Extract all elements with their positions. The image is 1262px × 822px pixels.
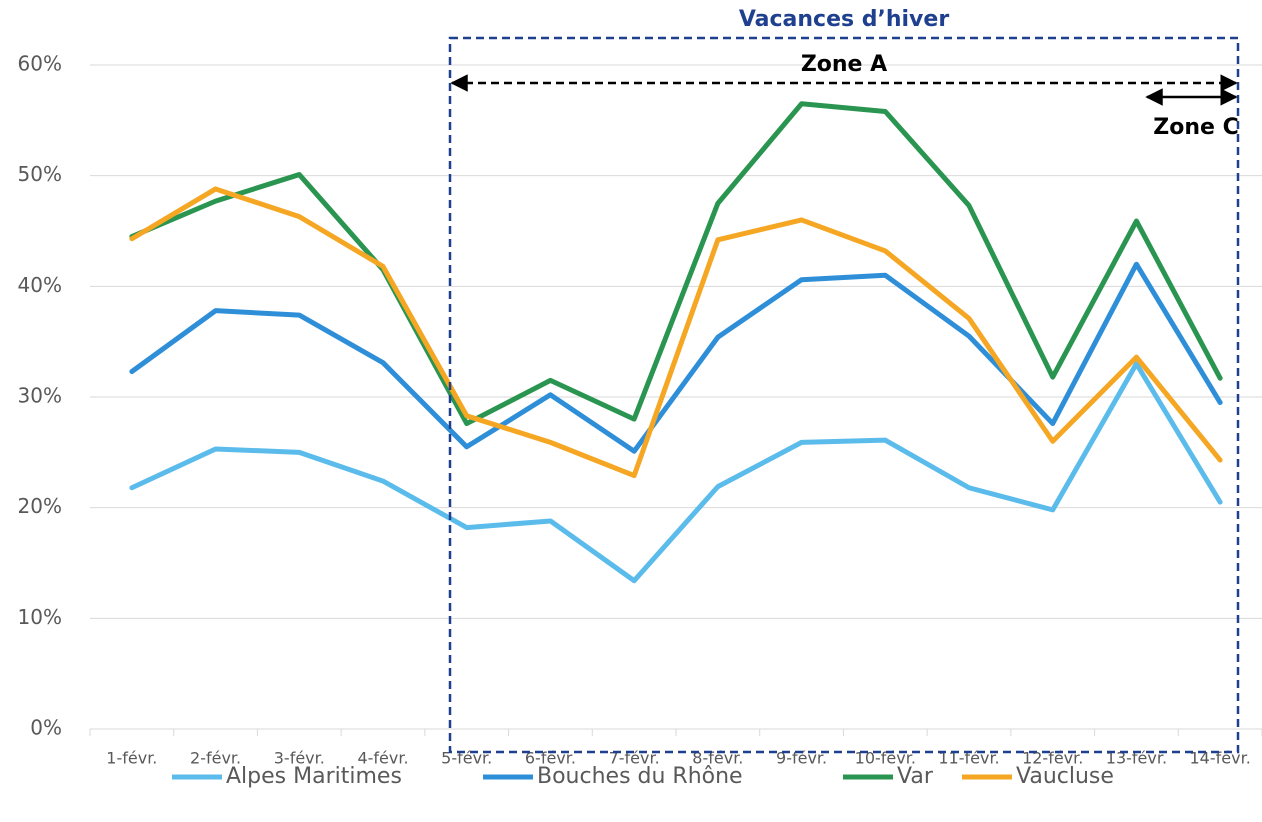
legend-label: Vaucluse [1016, 764, 1114, 789]
y-tick-label: 20% [18, 494, 62, 518]
legend-label: Bouches du Rhône [537, 764, 743, 789]
series-line [129, 186, 1223, 479]
y-tick-label: 40% [18, 273, 62, 297]
holiday-box [448, 36, 1240, 754]
x-tick-label: 2-févr. [190, 749, 241, 768]
annotation: Vacances d’hiver [739, 7, 950, 32]
y-tick-label: 0% [30, 716, 62, 740]
legend-label: Alpes Maritimes [226, 764, 402, 789]
y-tick-label: 10% [18, 605, 62, 629]
annotation: Zone C [1153, 115, 1238, 140]
y-tick-label: 60% [18, 52, 62, 76]
x-tick-label: 5-févr. [441, 749, 492, 768]
series-line [129, 261, 1223, 454]
y-tick-label: 30% [18, 384, 62, 408]
x-tick-label: 1-févr. [106, 749, 157, 768]
x-tick-label: 3-févr. [274, 749, 325, 768]
x-tick-label: 4-févr. [357, 749, 408, 768]
y-tick-label: 50% [18, 162, 62, 186]
series-line [129, 101, 1223, 427]
series-line [129, 361, 1223, 584]
annotation: Zone A [801, 52, 887, 77]
legend-label: Var [897, 764, 934, 789]
